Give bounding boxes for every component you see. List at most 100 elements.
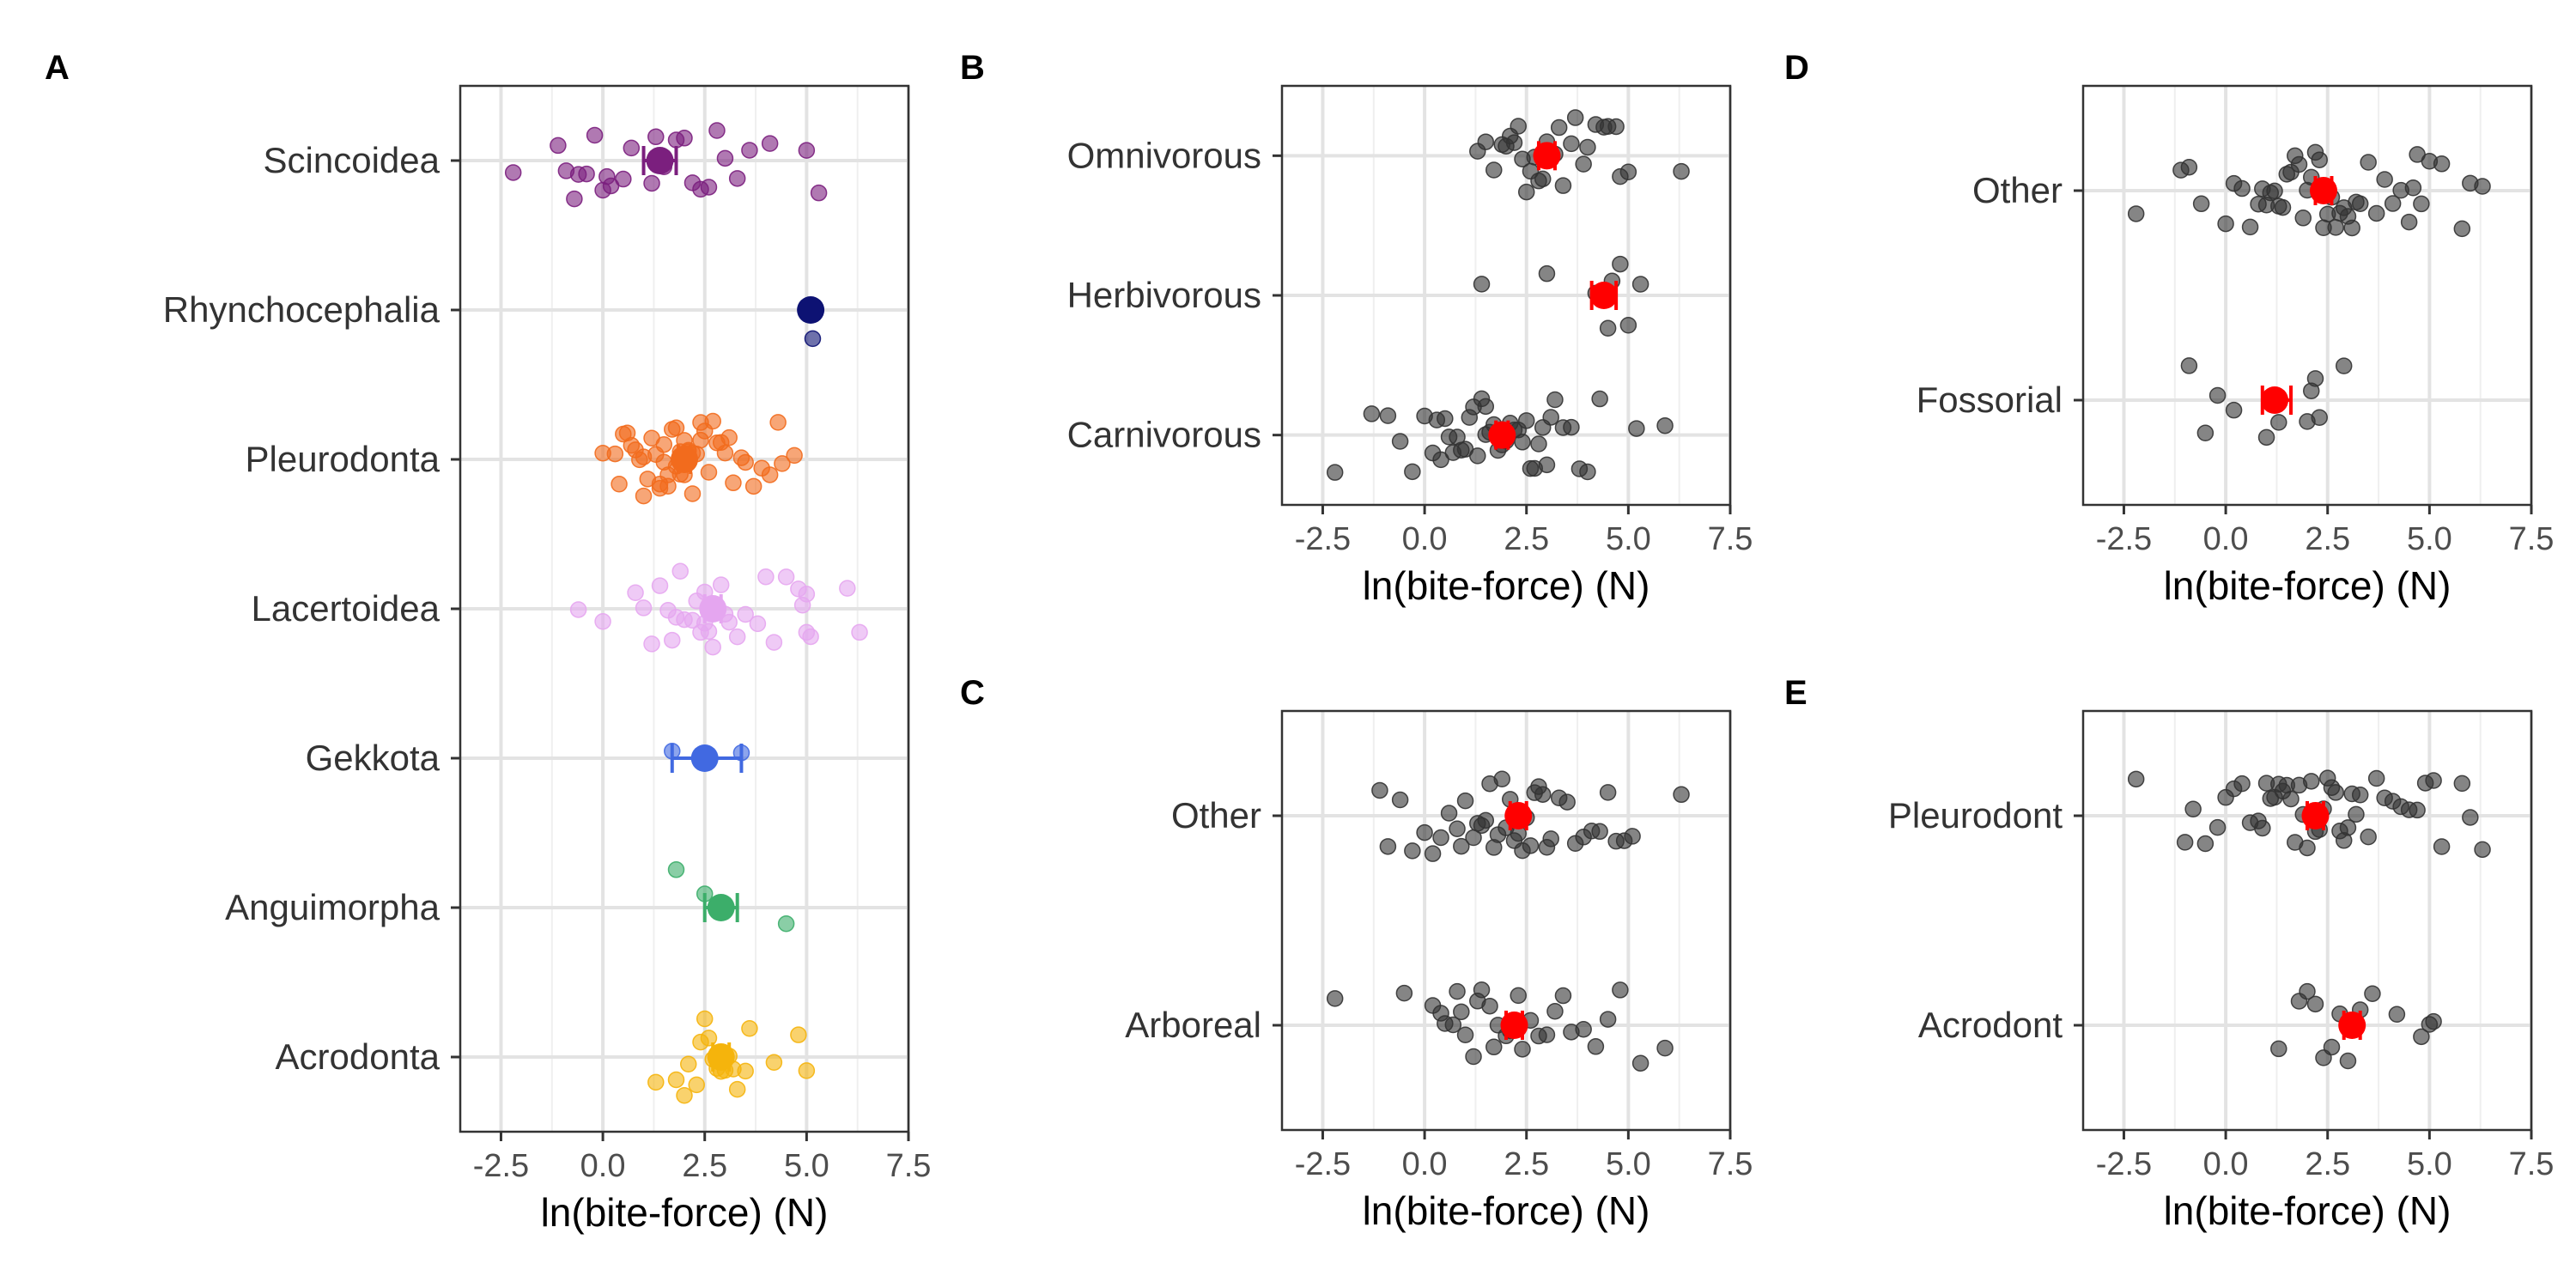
category-label: Other (1171, 795, 1261, 835)
data-point (2433, 155, 2451, 173)
mean-point (2338, 1012, 2366, 1039)
data-point (2217, 215, 2234, 233)
data-point (2367, 769, 2385, 787)
data-point (2176, 834, 2194, 851)
data-point (2241, 218, 2259, 236)
data-point (839, 580, 856, 597)
mean-point (1488, 421, 1516, 449)
data-point (1631, 276, 1649, 293)
x-tick-label: 0.0 (2203, 1146, 2249, 1182)
data-point (2180, 158, 2198, 176)
data-point (2327, 784, 2344, 801)
data-point (647, 1073, 665, 1091)
data-point (550, 137, 567, 155)
data-point (2327, 219, 2344, 236)
data-point (569, 601, 587, 618)
data-point (725, 474, 742, 492)
x-axis-title: ln(bite-force) (N) (2164, 1188, 2451, 1233)
data-point (1449, 820, 1466, 837)
data-point (2343, 219, 2360, 237)
data-point (1493, 770, 1511, 788)
mean-point (646, 147, 674, 174)
data-point (1587, 1038, 1605, 1055)
x-axis-title: ln(bite-force) (N) (1363, 563, 1650, 608)
data-point (1607, 118, 1625, 136)
data-point (1656, 416, 1674, 434)
data-point (1538, 1026, 1556, 1043)
x-tick-label: 2.5 (2305, 1146, 2350, 1182)
data-point (635, 599, 653, 617)
data-point (606, 445, 624, 463)
data-point (586, 126, 604, 144)
plot-frame (2081, 709, 2533, 1132)
data-point (667, 1071, 685, 1089)
data-point (737, 1062, 754, 1080)
data-point (643, 635, 660, 653)
series-pleurodont (2127, 769, 2491, 859)
data-point (504, 164, 522, 181)
data-point (1514, 434, 1531, 451)
data-point (704, 412, 721, 430)
x-axis-title: ln(bite-force) (N) (541, 1190, 829, 1235)
data-point (1473, 981, 1491, 999)
data-point (2299, 982, 2316, 1000)
data-point (1530, 435, 1547, 453)
x-tick-label: 5.0 (1606, 521, 1651, 557)
data-point (1477, 811, 1495, 829)
data-point (1673, 162, 1690, 180)
data-point (810, 184, 828, 202)
data-point (1326, 990, 1344, 1007)
data-point (2413, 195, 2430, 213)
x-tick-label: 2.5 (1504, 521, 1549, 557)
data-point (2233, 775, 2251, 793)
category-label: Arboreal (1125, 1005, 1261, 1045)
data-point (2360, 154, 2377, 171)
data-point (765, 1054, 783, 1072)
data-point (676, 1087, 693, 1104)
data-point (2233, 179, 2251, 197)
data-point (2299, 839, 2316, 857)
x-tick-label: 0.0 (1402, 521, 1448, 557)
mean-point (797, 296, 825, 324)
data-point (2367, 204, 2385, 222)
data-point (1391, 791, 1409, 809)
series-herbivorous (1473, 255, 1649, 337)
data-point (667, 861, 685, 878)
panel-e: E Pleurodont Acrodont -2.5 0.0 2.5 5.0 7.5 ln(bi… (1784, 674, 2554, 1233)
data-point (798, 586, 816, 603)
data-point (798, 142, 816, 159)
data-point (2335, 357, 2353, 374)
data-point (1542, 409, 1559, 426)
panel-letter: B (960, 49, 985, 87)
panel-b: B Omnivorous Herbivorous Carnivorous -2.5 0.0… (960, 49, 1753, 608)
data-point (741, 142, 758, 159)
data-point (1566, 109, 1584, 126)
data-point (2474, 841, 2491, 859)
data-point (2302, 773, 2320, 790)
data-point (761, 135, 779, 152)
data-point (2274, 198, 2292, 216)
data-point (2462, 809, 2479, 826)
series-pleurodonta (594, 412, 803, 505)
mean-point (707, 1043, 735, 1071)
data-point (1517, 412, 1535, 429)
data-point (728, 1080, 746, 1098)
data-point (777, 915, 795, 933)
data-point (1453, 1003, 1470, 1021)
data-point (1619, 163, 1637, 181)
x-tick-label: 0.0 (2203, 521, 2249, 557)
data-point (1437, 410, 1454, 428)
data-point (676, 130, 693, 147)
data-point (765, 634, 783, 651)
data-point (1379, 407, 1397, 424)
data-point (623, 139, 641, 157)
series-gekkota (664, 743, 750, 773)
data-point (1628, 420, 1645, 437)
data-point (2425, 1012, 2442, 1030)
data-point (2184, 800, 2202, 817)
category-label: Lacertoidea (252, 588, 440, 629)
data-point (757, 568, 775, 586)
category-label: Gekkota (306, 738, 440, 778)
data-point (2266, 182, 2283, 200)
series-arboreal (1326, 981, 1674, 1072)
